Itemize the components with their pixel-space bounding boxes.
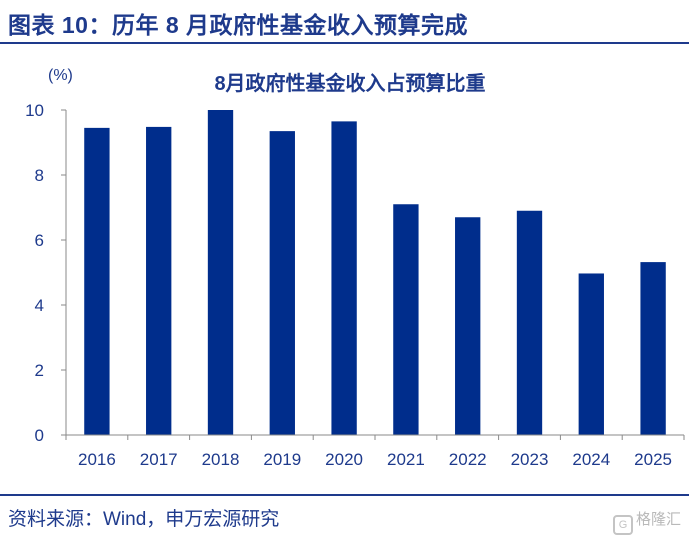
bar-2017: [146, 126, 172, 436]
bar-2018: [207, 110, 234, 435]
x-tick-label: 2017: [140, 450, 178, 469]
x-tick-label: 2018: [202, 450, 240, 469]
footer-divider: [0, 494, 689, 496]
y-tick-label: 10: [25, 101, 44, 120]
bars-group: [84, 110, 666, 436]
bar-2023: [516, 210, 543, 435]
y-axis: 0 2 4 6 8 10: [25, 101, 67, 445]
title-divider: [0, 42, 689, 44]
bar-2021: [393, 204, 419, 435]
bar-2024: [578, 273, 604, 435]
x-tick-label: 2022: [449, 450, 487, 469]
bar-2019: [269, 131, 295, 435]
y-tick-label: 0: [35, 426, 44, 445]
watermark-text: 格隆汇: [635, 511, 681, 528]
x-tick-label: 2019: [263, 450, 301, 469]
bar-2025: [640, 262, 666, 435]
figure-title: 图表 10：历年 8 月政府性基金收入预算完成: [8, 12, 469, 38]
watermark: G 格隆汇: [612, 508, 681, 535]
x-tick-label: 2020: [325, 450, 363, 469]
watermark-logo-icon: G: [612, 515, 633, 535]
bar-2022: [455, 217, 481, 435]
x-tick-label: 2023: [511, 450, 549, 469]
y-tick-label: 6: [35, 231, 44, 250]
bar-2016: [84, 127, 110, 435]
y-tick-label: 4: [35, 296, 44, 315]
source-note: 资料来源：Wind，申万宏源研究: [8, 509, 280, 530]
y-tick-label: 2: [35, 361, 44, 380]
chart-title: 8月政府性基金收入占预算比重: [214, 71, 485, 95]
x-tick-label: 2025: [634, 450, 672, 469]
bar-2020: [331, 121, 357, 435]
x-axis: 2016 2017 2018 2019 2020 2021 2022 2023 2024 2025: [65, 434, 685, 469]
y-tick-label: 8: [35, 166, 44, 185]
y-axis-unit: (%): [48, 67, 73, 84]
x-tick-label: 2021: [387, 450, 425, 469]
x-tick-label: 2016: [78, 450, 116, 469]
x-tick-label: 2024: [572, 450, 610, 469]
